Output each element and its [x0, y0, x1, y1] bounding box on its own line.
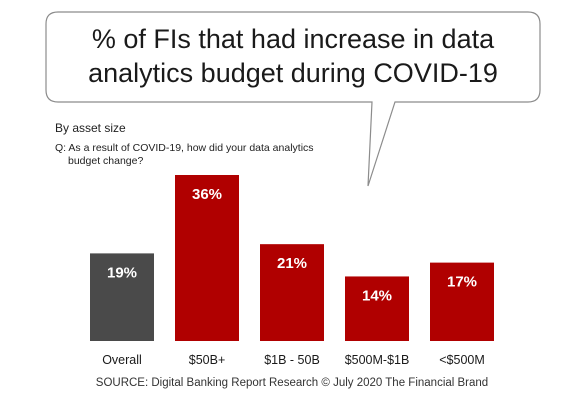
source-note: SOURCE: Digital Banking Report Research … — [96, 377, 488, 389]
bar-50b — [175, 175, 239, 341]
bar-500m — [430, 262, 494, 341]
bar-500m-1b — [345, 276, 409, 341]
bar-value-label-500m-1b: 14% — [362, 287, 392, 304]
question-line-2: budget change? — [68, 155, 143, 167]
bar-overall — [90, 253, 154, 341]
bar-value-label-overall: 19% — [107, 264, 137, 281]
category-label-50b: $50B+ — [189, 353, 226, 367]
category-label-500m: <$500M — [439, 353, 485, 367]
category-label-1b-50b: $1B - 50B — [264, 353, 320, 367]
category-label-500m-1b: $500M-$1B — [345, 353, 410, 367]
chart-title-line-1: % of FIs that had increase in data — [92, 24, 495, 54]
category-label-overall: Overall — [102, 353, 142, 367]
bar-value-label-50b: 36% — [192, 186, 222, 203]
question-line-1: Q: As a result of COVID-19, how did your… — [55, 142, 314, 154]
bar-value-label-1b-50b: 21% — [277, 255, 307, 272]
bar-value-label-500m: 17% — [447, 274, 477, 291]
chart-title-line-2: analytics budget during COVID-19 — [88, 58, 498, 88]
chart-subtitle: By asset size — [55, 121, 126, 135]
title-speech-bubble — [45, 11, 541, 187]
bars-group: 19% Overall 36% $50B+ 21% $1B - 50B 14% $500M-$… — [90, 175, 494, 367]
bar-1b-50b — [260, 244, 324, 341]
